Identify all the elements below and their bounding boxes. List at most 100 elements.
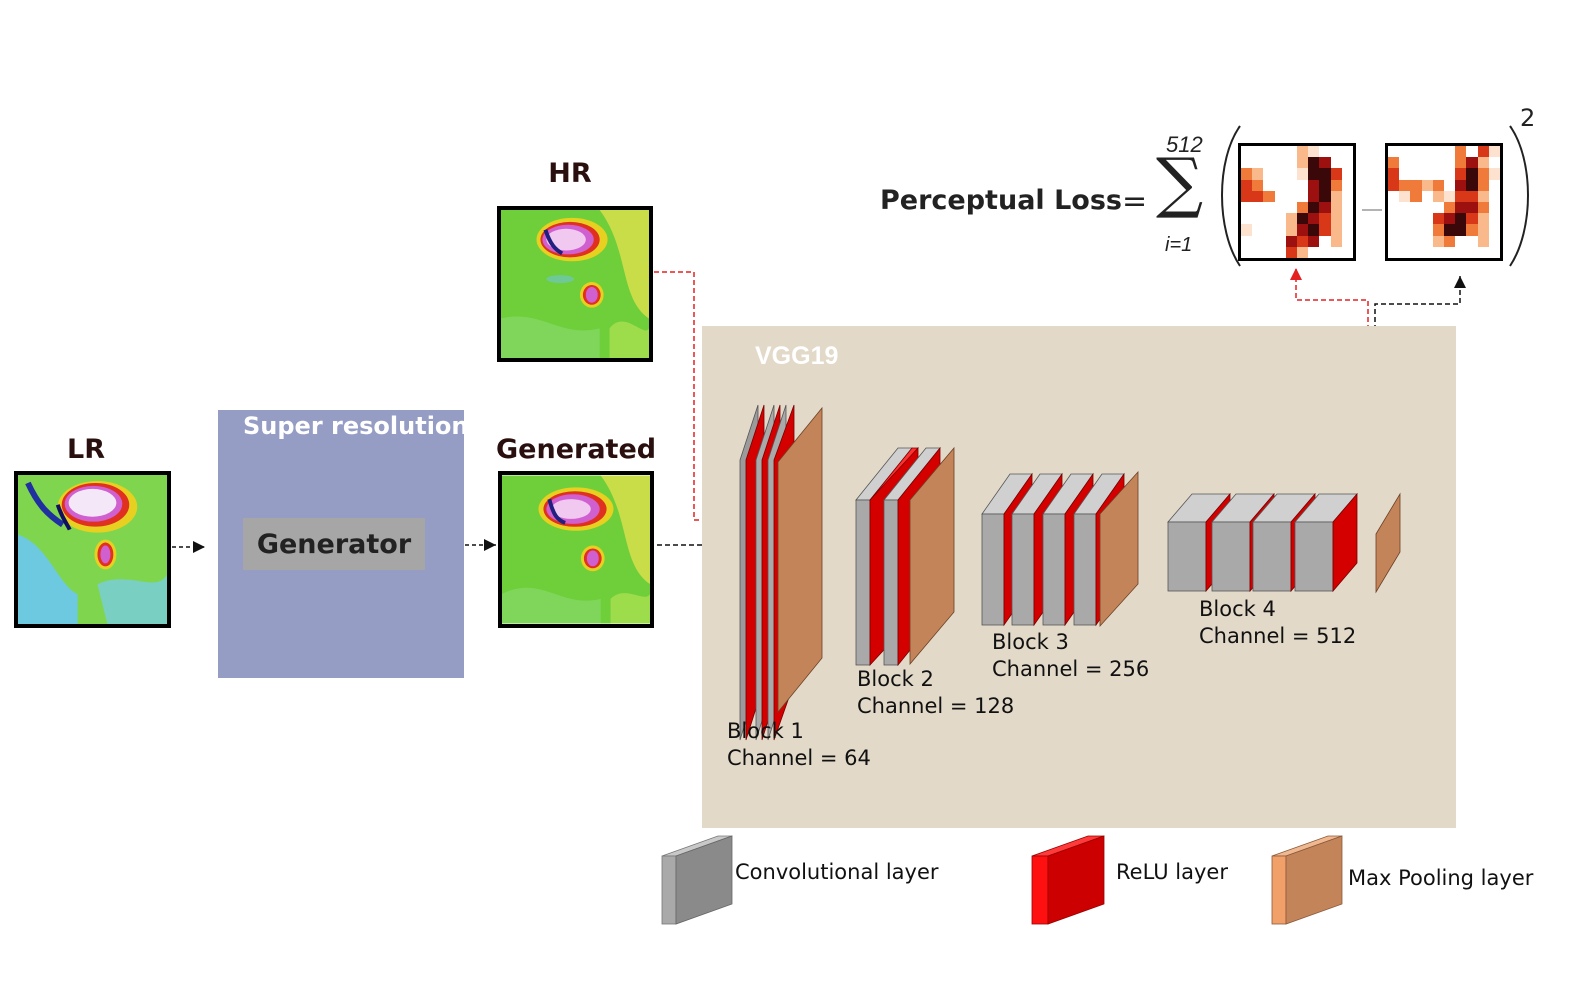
hr-label: HR bbox=[548, 158, 592, 189]
generated-label: Generated bbox=[496, 434, 657, 465]
feature-cell bbox=[1296, 235, 1309, 247]
feature-cell bbox=[1466, 179, 1478, 191]
feature-cell bbox=[1308, 235, 1320, 247]
feature-cell bbox=[1399, 146, 1411, 158]
feature-cell bbox=[1432, 190, 1444, 202]
feature-cell bbox=[1296, 168, 1309, 180]
feature-cell bbox=[1330, 246, 1342, 258]
block-4-label: Block 4 Channel = 512 bbox=[1199, 597, 1357, 648]
feature-cell bbox=[1241, 213, 1253, 225]
feature-cell bbox=[1274, 168, 1286, 180]
feature-cell bbox=[1308, 157, 1320, 169]
feature-cell bbox=[1388, 157, 1400, 169]
feature-cell bbox=[1455, 157, 1467, 169]
feature-cell bbox=[1308, 168, 1320, 180]
feature-cell bbox=[1432, 201, 1444, 214]
feature-cell bbox=[1421, 157, 1433, 169]
feature-cell bbox=[1319, 146, 1331, 158]
feature-cell bbox=[1319, 168, 1331, 180]
super-resolution-title: Super resolution bbox=[243, 412, 469, 440]
feature-cell bbox=[1477, 190, 1489, 202]
feature-cell bbox=[1388, 190, 1400, 202]
block-1-layers bbox=[739, 404, 823, 741]
feature-cell bbox=[1241, 179, 1253, 191]
feature-cell bbox=[1285, 224, 1297, 236]
feature-cell bbox=[1285, 157, 1297, 169]
feature-cell bbox=[1308, 146, 1320, 158]
lr-image bbox=[14, 471, 171, 628]
feature-cell bbox=[1263, 168, 1275, 180]
feature-cell bbox=[1308, 201, 1320, 214]
feature-cell bbox=[1421, 246, 1433, 258]
feature-cell bbox=[1296, 190, 1309, 202]
feature-cell bbox=[1274, 146, 1286, 158]
formula-brackets bbox=[1221, 125, 1529, 267]
feature-cell bbox=[1410, 157, 1422, 169]
feature-cell bbox=[1274, 190, 1286, 202]
feature-cell bbox=[1241, 235, 1253, 247]
feature-cell bbox=[1466, 235, 1478, 247]
feature-cell bbox=[1341, 157, 1353, 169]
hr-image bbox=[497, 206, 653, 362]
feature-cell bbox=[1252, 213, 1264, 225]
feature-cell bbox=[1252, 190, 1264, 202]
feature-cell bbox=[1296, 213, 1309, 225]
feature-cell bbox=[1341, 224, 1353, 236]
feature-cell bbox=[1443, 201, 1456, 214]
feature-cell bbox=[1308, 246, 1320, 258]
feature-cell bbox=[1274, 213, 1286, 225]
feature-cell bbox=[1319, 190, 1331, 202]
equals-sign: = bbox=[1122, 184, 1148, 219]
feature-cell bbox=[1466, 190, 1478, 202]
feature-cell bbox=[1432, 157, 1444, 169]
feature-cell bbox=[1308, 190, 1320, 202]
feature-cell bbox=[1466, 213, 1478, 225]
feature-cell bbox=[1432, 213, 1444, 225]
feature-cell bbox=[1477, 157, 1489, 169]
feature-cell bbox=[1488, 157, 1500, 169]
feature-cell bbox=[1252, 146, 1264, 158]
feature-cell bbox=[1330, 235, 1342, 247]
feature-cell bbox=[1296, 157, 1309, 169]
feature-cell bbox=[1399, 157, 1411, 169]
feature-cell bbox=[1443, 213, 1456, 225]
feature-cell bbox=[1252, 157, 1264, 169]
feature-cell bbox=[1296, 146, 1309, 158]
feature-cell bbox=[1477, 201, 1489, 214]
feature-cell bbox=[1241, 246, 1253, 258]
feature-cell bbox=[1388, 146, 1400, 158]
feature-cell bbox=[1488, 224, 1500, 236]
feature-cell bbox=[1421, 179, 1433, 191]
feature-cell bbox=[1410, 190, 1422, 202]
feature-cell bbox=[1399, 179, 1411, 191]
feature-cell bbox=[1432, 168, 1444, 180]
feature-cell bbox=[1319, 179, 1331, 191]
feature-cell bbox=[1252, 179, 1264, 191]
feature-cell bbox=[1341, 190, 1353, 202]
feature-cell bbox=[1388, 235, 1400, 247]
block-3-layers bbox=[981, 470, 1139, 628]
feature-cell bbox=[1308, 224, 1320, 236]
feature-cell bbox=[1421, 190, 1433, 202]
feature-cell bbox=[1477, 179, 1489, 191]
feature-cell bbox=[1263, 157, 1275, 169]
feature-cell bbox=[1421, 146, 1433, 158]
feature-cell bbox=[1432, 235, 1444, 247]
feature-cell bbox=[1455, 201, 1467, 214]
feature-cell bbox=[1443, 235, 1456, 247]
feature-cell bbox=[1477, 168, 1489, 180]
feature-cell bbox=[1308, 213, 1320, 225]
arrow-hr-features-to-map bbox=[1290, 268, 1369, 521]
feature-cell bbox=[1443, 224, 1456, 236]
block-2-label: Block 2 Channel = 128 bbox=[857, 667, 1015, 718]
feature-cell bbox=[1488, 235, 1500, 247]
feature-cell bbox=[1488, 179, 1500, 191]
block-1-label: Block 1 Channel = 64 bbox=[727, 719, 871, 770]
legend-relu-icon bbox=[1031, 835, 1105, 925]
feature-cell bbox=[1241, 201, 1253, 214]
feature-cell bbox=[1285, 235, 1297, 247]
feature-cell bbox=[1432, 246, 1444, 258]
feature-cell bbox=[1296, 246, 1309, 258]
feature-cell bbox=[1399, 246, 1411, 258]
